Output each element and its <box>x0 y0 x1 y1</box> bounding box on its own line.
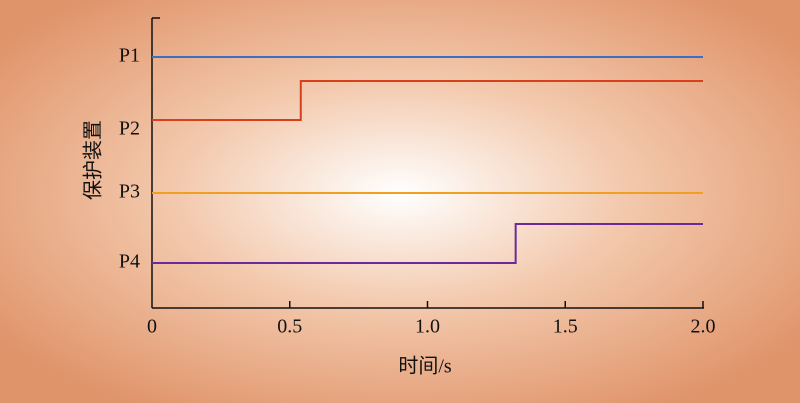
y-axis-label: 保护装置 <box>82 120 105 200</box>
x-tick-label: 2.0 <box>691 316 716 338</box>
x-tick-label: 0.5 <box>277 316 302 338</box>
x-tick-label: 1.0 <box>415 316 440 338</box>
y-tick-label: P4 <box>119 251 140 273</box>
y-tick-label: P3 <box>119 181 140 203</box>
x-axis-label: 时间/s <box>398 355 452 378</box>
y-tick-label: P1 <box>119 45 140 67</box>
x-tick-label: 1.5 <box>553 316 578 338</box>
step-line <box>152 223 703 264</box>
y-tick-label: P2 <box>119 118 140 140</box>
x-tick-label: 0 <box>147 316 157 338</box>
step-line <box>152 80 703 121</box>
